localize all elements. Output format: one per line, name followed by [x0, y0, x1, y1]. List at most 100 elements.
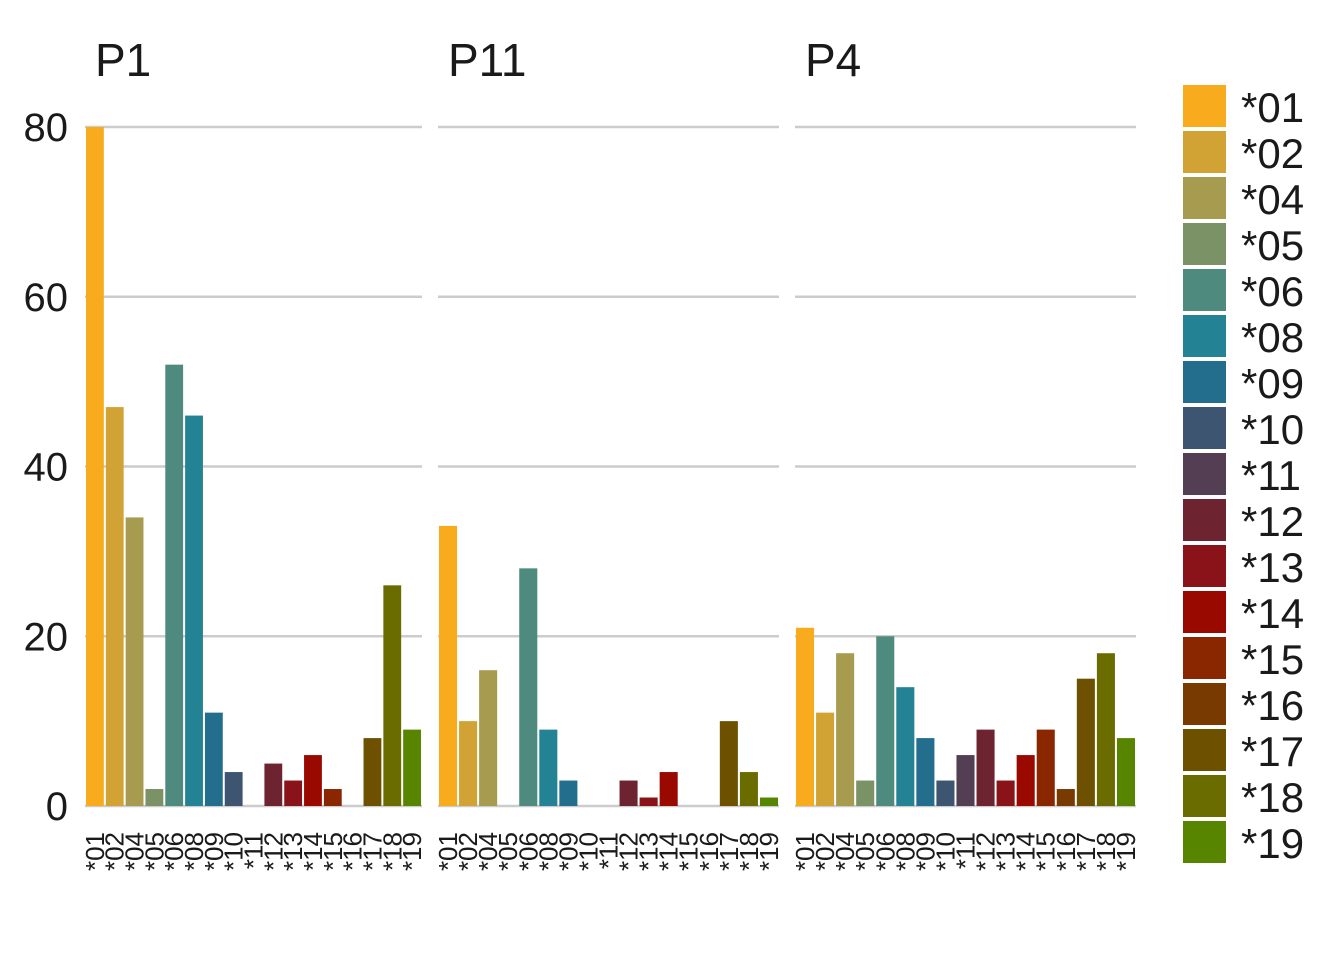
x-tick-label: *17: [357, 832, 387, 871]
bar-p1-06: [165, 364, 184, 806]
bar-p4-11: [956, 755, 975, 806]
legend-swatch: [1183, 407, 1226, 449]
bar-p11-06: [519, 568, 538, 806]
legend-item: *09: [1183, 360, 1304, 407]
bar-p1-18: [383, 585, 402, 806]
x-tick-label: *14: [298, 832, 328, 871]
x-tick-label: *13: [278, 832, 308, 871]
legend-label: *18: [1241, 774, 1304, 821]
legend-swatch: [1183, 269, 1226, 311]
legend-item: *16: [1183, 682, 1304, 729]
legend: *01*02*04*05*06*08*09*10*11*12*13*14*15*…: [1183, 84, 1304, 867]
legend-swatch: [1183, 637, 1226, 679]
x-tick-label: *06: [513, 832, 543, 871]
x-tick-label: *17: [714, 832, 744, 871]
x-tick-label: *18: [734, 832, 764, 871]
bar-p1-05: [145, 789, 164, 806]
legend-label: *02: [1241, 130, 1304, 177]
y-tick-label: 60: [24, 276, 69, 320]
bar-p4-18: [1096, 653, 1115, 806]
legend-label: *12: [1241, 498, 1304, 545]
legend-swatch: [1183, 315, 1226, 357]
x-tick-label: *12: [614, 832, 644, 871]
legend-item: *04: [1183, 176, 1304, 223]
x-tick-label: *01: [433, 832, 463, 871]
x-tick-label: *18: [1091, 832, 1121, 871]
legend-label: *01: [1241, 84, 1304, 131]
bar-p4-04: [836, 653, 855, 806]
x-tick-label: *04: [120, 832, 150, 871]
legend-swatch: [1183, 361, 1226, 403]
bar-p4-08: [896, 687, 915, 806]
x-tick-label: *15: [318, 832, 348, 871]
facet-panels: P1*01*02*04*05*06*08*09*10*11*12*13*14*1…: [80, 34, 1141, 871]
x-tick-label: *19: [397, 832, 427, 871]
bar-p1-10: [224, 772, 243, 806]
bar-p4-16: [1056, 789, 1075, 806]
bar-p4-12: [976, 729, 995, 806]
facet-title: P4: [805, 34, 861, 86]
y-axis: 0 20 40 60 80: [24, 106, 69, 829]
x-tick-label: *14: [1011, 832, 1041, 871]
legend-swatch: [1183, 177, 1226, 219]
bar-p11-17: [719, 721, 738, 806]
facet-title: P1: [95, 34, 151, 86]
x-tick-label: *16: [694, 832, 724, 871]
legend-item: *14: [1183, 590, 1304, 637]
legend-swatch: [1183, 223, 1226, 265]
legend-item: *19: [1183, 820, 1304, 867]
bar-p4-05: [856, 780, 875, 806]
legend-item: *10: [1183, 406, 1304, 453]
legend-item: *12: [1183, 498, 1304, 545]
bar-p1-12: [264, 763, 283, 806]
bar-p11-19: [759, 797, 778, 806]
x-tick-label: *12: [971, 832, 1001, 871]
x-tick-label: *09: [553, 832, 583, 871]
legend-item: *17: [1183, 728, 1304, 775]
bar-p4-17: [1076, 678, 1095, 806]
bar-p4-02: [816, 712, 835, 806]
legend-item: *11: [1183, 452, 1301, 499]
bar-p1-15: [323, 789, 342, 806]
legend-swatch: [1183, 683, 1226, 725]
bar-p11-08: [539, 729, 558, 806]
legend-label: *10: [1241, 406, 1304, 453]
x-tick-label: *15: [674, 832, 704, 871]
x-tick-label: *13: [634, 832, 664, 871]
bar-p1-13: [284, 780, 303, 806]
x-tick-label: *17: [1071, 832, 1101, 871]
legend-label: *04: [1241, 176, 1304, 223]
x-tick-label: *12: [258, 832, 288, 871]
legend-item: *18: [1183, 774, 1304, 821]
legend-item: *01: [1183, 84, 1304, 131]
x-tick-label: *11: [594, 832, 624, 869]
x-tick-label: *08: [890, 832, 920, 871]
bar-p4-13: [996, 780, 1015, 806]
legend-item: *05: [1183, 222, 1304, 269]
x-tick-label: *19: [1111, 832, 1141, 871]
x-tick-label: *11: [239, 832, 269, 869]
x-tick-label: *02: [453, 832, 483, 871]
bar-p1-14: [304, 755, 322, 806]
x-tick-label: *15: [1031, 832, 1061, 871]
bar-p11-18: [739, 772, 758, 806]
bar-p4-14: [1016, 755, 1035, 806]
x-tick-label: *06: [870, 832, 900, 871]
bar-p11-12: [619, 780, 638, 806]
bar-p1-04: [125, 517, 144, 806]
legend-swatch: [1183, 591, 1226, 633]
x-tick-label: *09: [910, 832, 940, 871]
legend-label: *11: [1241, 452, 1301, 499]
x-tick-label: *08: [179, 832, 209, 871]
bar-p11-09: [559, 780, 578, 806]
legend-item: *02: [1183, 130, 1304, 177]
bar-p4-19: [1116, 738, 1135, 806]
legend-swatch: [1183, 775, 1226, 817]
x-tick-label: *01: [790, 832, 820, 871]
bar-p11-14: [659, 772, 678, 806]
legend-label: *05: [1241, 222, 1304, 269]
x-tick-label: *10: [573, 832, 603, 871]
legend-label: *16: [1241, 682, 1304, 729]
x-tick-label: *10: [930, 832, 960, 871]
x-tick-label: *08: [533, 832, 563, 871]
